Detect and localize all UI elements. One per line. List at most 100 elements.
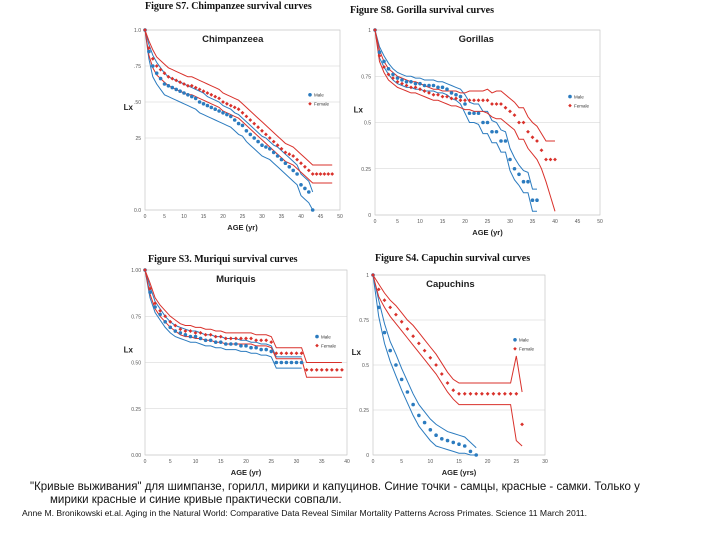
data-point-female bbox=[309, 368, 314, 372]
x-tick-label: 0 bbox=[144, 214, 147, 220]
data-point-female bbox=[193, 331, 198, 335]
data-point-female bbox=[326, 172, 331, 176]
x-tick-label: 40 bbox=[552, 219, 558, 225]
series-band-lower bbox=[144, 29, 314, 211]
data-point-male bbox=[405, 390, 410, 394]
data-point-male bbox=[279, 157, 284, 162]
data-point-female bbox=[178, 80, 182, 85]
data-point-male bbox=[240, 123, 245, 128]
data-point-female bbox=[186, 83, 190, 88]
data-point-male bbox=[418, 81, 422, 86]
data-point-female bbox=[314, 368, 319, 372]
data-point-female bbox=[158, 308, 163, 313]
data-point-female bbox=[221, 100, 225, 104]
series-band-lower bbox=[144, 269, 342, 378]
data-point-male bbox=[274, 360, 279, 365]
data-point-female bbox=[335, 368, 339, 372]
data-point-female bbox=[213, 94, 218, 99]
series-band-upper bbox=[372, 274, 477, 449]
data-point-female bbox=[526, 129, 530, 134]
data-point-female bbox=[416, 341, 421, 346]
data-point-female bbox=[382, 298, 387, 303]
x-tick-label: 5 bbox=[163, 214, 166, 220]
data-point-male bbox=[249, 345, 253, 350]
x-tick-label: 0 bbox=[372, 459, 375, 465]
y-tick-label: 1 bbox=[366, 273, 369, 279]
data-point-female bbox=[295, 157, 299, 162]
x-tick-label: 35 bbox=[279, 214, 285, 220]
data-point-male bbox=[400, 78, 404, 82]
y-tick-label: 0.5 bbox=[364, 121, 371, 127]
data-point-female bbox=[491, 391, 496, 396]
data-point-female bbox=[158, 67, 163, 72]
data-point-female bbox=[329, 368, 334, 372]
series-band-upper bbox=[144, 29, 333, 166]
data-point-female bbox=[244, 114, 249, 119]
y-tick-label: 0.75 bbox=[131, 314, 141, 320]
data-point-male bbox=[499, 139, 503, 143]
x-tick-label: 35 bbox=[530, 219, 536, 225]
caption-line-1: "Кривые выживания" для шимпанзе, горилл,… bbox=[30, 481, 640, 493]
data-point-female bbox=[514, 391, 519, 396]
data-point-male bbox=[422, 83, 427, 88]
data-point-male bbox=[382, 330, 387, 335]
figure-title: Figure S8. Gorilla survival curves bbox=[350, 5, 494, 16]
data-point-male bbox=[409, 80, 413, 84]
chart-title: Chimpanzeea bbox=[202, 34, 264, 45]
series-band-lower bbox=[372, 274, 477, 456]
data-point-female bbox=[248, 118, 253, 122]
chart-muriqui: 1.00 0.75 0.50 0.25 0.000 5 10 15 20 25 30 35 40 AGE … bbox=[124, 268, 350, 477]
data-point-male bbox=[451, 440, 456, 445]
data-point-female bbox=[539, 148, 544, 153]
data-point-female bbox=[232, 105, 237, 110]
data-point-female bbox=[376, 287, 381, 292]
data-point-female bbox=[512, 113, 517, 117]
x-tick-label: 50 bbox=[597, 219, 603, 225]
data-point-male bbox=[468, 449, 473, 454]
figure-title: Figure S7. Chimpanzee survival curves bbox=[145, 1, 312, 12]
data-point-male bbox=[394, 363, 398, 367]
data-point-female bbox=[256, 125, 260, 130]
data-point-male bbox=[217, 109, 221, 113]
data-point-female bbox=[287, 152, 292, 157]
data-point-male bbox=[208, 338, 213, 343]
data-point-female bbox=[188, 329, 193, 333]
data-point-male bbox=[269, 349, 274, 354]
data-point-female bbox=[209, 92, 214, 97]
data-point-female bbox=[228, 103, 233, 108]
data-point-female bbox=[474, 391, 479, 396]
data-point-female bbox=[411, 334, 416, 339]
data-point-male bbox=[183, 332, 188, 337]
data-point-female bbox=[330, 172, 335, 176]
data-point-female bbox=[485, 391, 490, 396]
data-point-male bbox=[512, 166, 517, 171]
data-point-male bbox=[225, 112, 229, 117]
data-point-female bbox=[234, 336, 238, 341]
legend-marker bbox=[513, 338, 517, 342]
data-point-male bbox=[198, 336, 203, 341]
x-tick-label: 15 bbox=[456, 459, 462, 465]
data-point-male bbox=[229, 342, 233, 346]
y-tick-label: 1.0 bbox=[134, 28, 141, 34]
data-point-male bbox=[203, 338, 208, 343]
panel-gorilla: Figure S8. Gorilla survival curves 1 0.75… bbox=[345, 0, 615, 245]
data-point-male bbox=[458, 94, 463, 99]
data-point-male bbox=[310, 208, 315, 212]
data-point-male bbox=[457, 442, 461, 446]
data-point-male bbox=[279, 360, 284, 365]
data-point-male bbox=[244, 129, 249, 133]
legend-marker bbox=[308, 93, 312, 97]
series-band-lower bbox=[372, 274, 523, 447]
data-point-female bbox=[178, 327, 183, 332]
x-tick-label: 5 bbox=[400, 459, 403, 465]
data-point-male bbox=[232, 118, 237, 122]
legend-label: Male bbox=[519, 338, 529, 343]
y-tick-label: 0.25 bbox=[359, 408, 369, 414]
x-tick-label: 15 bbox=[218, 459, 224, 465]
figure-title: Figure S3. Muriqui survival curves bbox=[148, 254, 298, 265]
data-point-male bbox=[445, 87, 449, 91]
data-point-male bbox=[508, 157, 512, 162]
data-point-male bbox=[158, 312, 162, 317]
data-point-male bbox=[186, 93, 190, 97]
y-tick-label: 0.00 bbox=[131, 453, 141, 459]
